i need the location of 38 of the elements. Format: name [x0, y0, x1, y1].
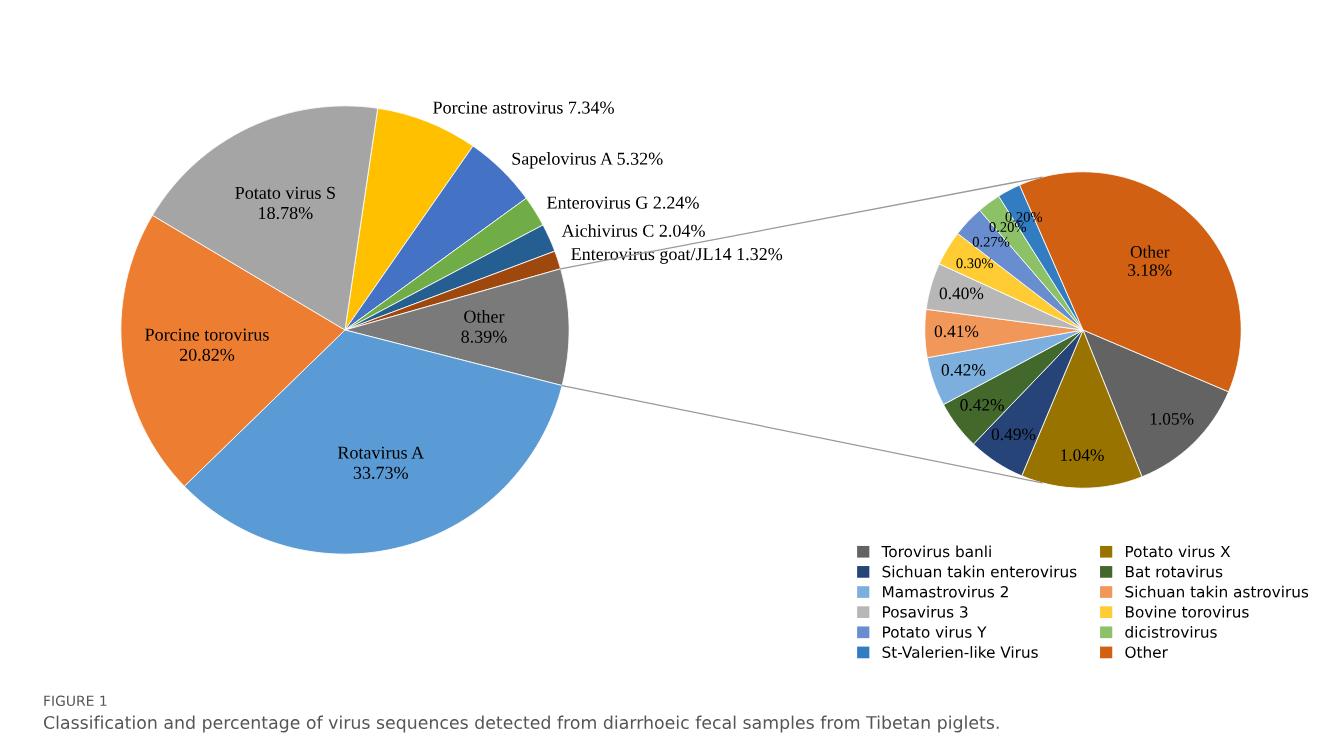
legend-label: Potato virus Y [883, 626, 987, 638]
legend-label: Bovine torovirus [1125, 605, 1249, 618]
slice-label: Enterovirus G 2.24% [547, 196, 699, 209]
data-label: 33.73% [353, 466, 408, 479]
text: Classification and percentage of virus sequences detected from diarrhoeic fecal samples from Tibetan piglets. [43, 715, 999, 733]
data-label: 0.40% [939, 287, 984, 300]
slice-label: Rotavirus A [337, 446, 425, 459]
legend-label: dicistrovirus [1125, 626, 1217, 638]
legend-label: St-Valerien-like Virus [882, 646, 1038, 658]
data-label: 0.30% [956, 258, 994, 269]
slice-label: Aichivirus C 2.04% [561, 224, 705, 237]
legend-label: Bat rotavirus [1125, 565, 1223, 578]
slice-label: Porcine astrovirus 7.34% [433, 101, 614, 114]
data-label: 18.78% [259, 206, 313, 220]
legend-label: Mamastrovirus 2 [883, 585, 1008, 598]
legend-label: Potato virus X [1125, 545, 1231, 558]
legend-label: Sichuan takin enterovirus [882, 565, 1077, 578]
data-label: 0.27% [972, 236, 1010, 247]
data-label: 1.04% [1061, 449, 1104, 461]
slice-label: Porcine torovirus [145, 328, 269, 341]
slice-label: Other [1130, 245, 1170, 258]
data-label: 3.18% [1128, 264, 1172, 277]
slice-label: Potato virus S [235, 186, 335, 199]
legend-label: Other [1125, 646, 1168, 658]
data-label: 0.42% [960, 399, 1004, 411]
legend-label: Torovirus banli [881, 545, 991, 558]
data-label: 1.05% [1150, 412, 1194, 425]
data-label: 8.39% [461, 330, 507, 343]
data-label: 0.49% [991, 428, 1036, 441]
data-label: 0.41% [934, 325, 979, 338]
legend-label: Posavirus 3 [883, 605, 968, 618]
slice-label: Enterovirus goat/JL14 1.32% [571, 247, 783, 264]
data-label: 0.42% [941, 364, 986, 376]
caption: FIGURE 1 [44, 695, 107, 707]
legend-label: Sichuan takin astrovirus [1125, 585, 1309, 598]
slice-label: Sapelovirus A 5.32% [512, 152, 663, 169]
data-label: 20.82% [179, 348, 235, 361]
slice-label: Other [464, 309, 505, 323]
